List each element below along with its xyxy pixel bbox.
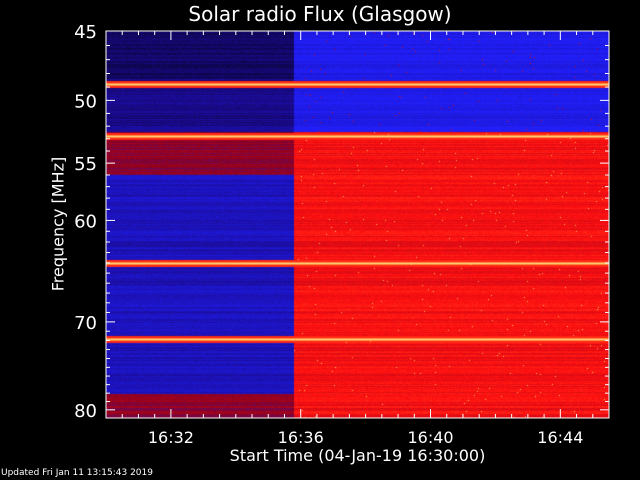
plot-border [105, 30, 610, 419]
x-tick-label: 16:32 [148, 428, 194, 447]
chart-title: Solar radio Flux (Glasgow) [188, 2, 452, 26]
y-tick-label: 45 [74, 22, 97, 43]
y-tick-label: 55 [74, 154, 97, 175]
x-tick-label: 16:36 [278, 428, 324, 447]
y-tick-label: 50 [74, 91, 97, 112]
y-tick-label: 70 [74, 313, 97, 334]
x-tick-label: 16:44 [537, 428, 583, 447]
x-axis-label: Start Time (04-Jan-19 16:30:00) [229, 446, 486, 465]
spectrogram-image [106, 31, 609, 418]
y-tick-label: 60 [74, 211, 97, 232]
x-tick-label: 16:40 [407, 428, 453, 447]
y-axis-label: Frequency [MHz] [48, 156, 68, 292]
y-tick-label: 80 [74, 401, 97, 422]
updated-timestamp: Updated Fri Jan 11 13:15:43 2019 [1, 468, 153, 478]
